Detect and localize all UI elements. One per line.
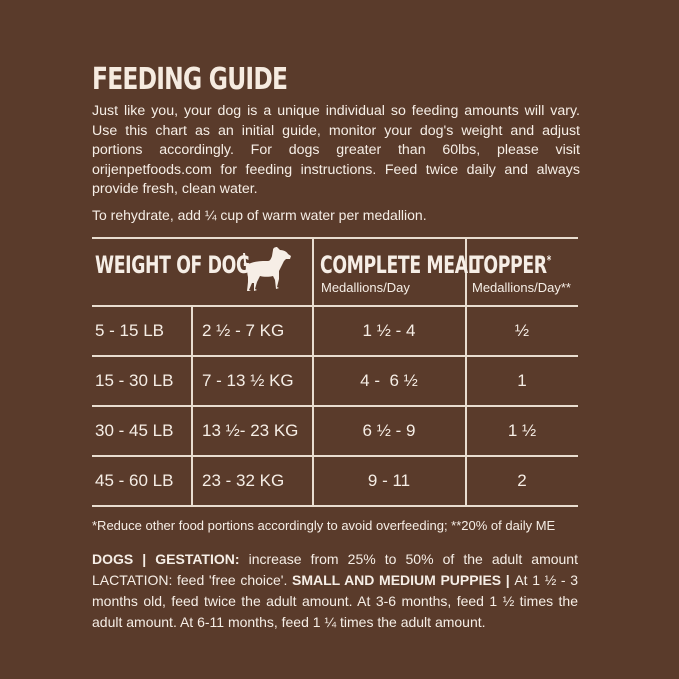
dog-icon — [243, 247, 291, 291]
weight-kg: 7 - 13 ½ KG — [202, 371, 294, 390]
topper-amount: ½ — [514, 321, 530, 340]
meal-amount: 6 ½ - 9 — [362, 421, 416, 440]
divider — [92, 237, 578, 239]
puppies-label: SMALL AND MEDIUM PUPPIES | — [292, 572, 515, 588]
divider — [312, 237, 314, 505]
rehydrate-text: To rehydrate, add ¼ cup of warm water pe… — [92, 207, 427, 223]
weight-lb: 30 - 45 LB — [95, 421, 174, 440]
divider — [92, 455, 578, 457]
header-topper: TOPPER* — [472, 251, 551, 279]
weight-kg: 13 ½- 23 KG — [202, 421, 299, 440]
weight-lb: 45 - 60 LB — [95, 471, 174, 490]
intro-text: Just like you, your dog is a unique indi… — [92, 103, 580, 197]
feeding-table: WEIGHT OF DOG COMPLETE MEAL Medallions/D… — [92, 237, 578, 507]
topper-amount: 2 — [517, 471, 527, 490]
meal-amount: 1 ½ - 4 — [362, 321, 416, 340]
gestation-label: GESTATION: — [155, 551, 240, 567]
lactation-text: LACTATION: feed 'free choice'. — [92, 572, 292, 588]
footnote: *Reduce other food portions accordingly … — [92, 518, 556, 533]
divider — [465, 237, 467, 505]
dogs-label: DOGS | — [92, 551, 156, 567]
puppies-text: At 1 ½ - 3 months old, feed twice the ad… — [92, 572, 579, 630]
weight-lb: 5 - 15 LB — [95, 321, 164, 340]
header-complete-meal: COMPLETE MEAL — [320, 251, 479, 279]
divider — [92, 505, 578, 507]
divider — [92, 305, 578, 307]
header-meal-unit: Medallions/Day — [321, 280, 410, 295]
feeding-notes: DOGS | GESTATION: increase from 25% to 5… — [92, 549, 578, 633]
weight-kg: 23 - 32 KG — [202, 471, 285, 490]
divider — [92, 405, 578, 407]
meal-amount: 9 - 11 — [367, 471, 411, 490]
meal-amount: 4 - 6 ½ — [360, 371, 418, 390]
weight-kg: 2 ½ - 7 KG — [202, 321, 285, 340]
topper-asterisk: * — [546, 253, 552, 267]
topper-amount: 1 ½ — [507, 421, 537, 440]
header-topper-unit: Medallions/Day** — [472, 280, 571, 295]
page-title: FEEDING GUIDE — [92, 62, 288, 97]
topper-label: TOPPER — [472, 251, 547, 279]
header-weight: WEIGHT OF DOG — [95, 251, 250, 279]
gestation-text: increase from 25% to 50% of the adult am… — [239, 551, 578, 567]
topper-amount: 1 — [517, 371, 527, 390]
divider — [191, 305, 193, 505]
weight-lb: 15 - 30 LB — [95, 371, 174, 390]
divider — [92, 355, 578, 357]
